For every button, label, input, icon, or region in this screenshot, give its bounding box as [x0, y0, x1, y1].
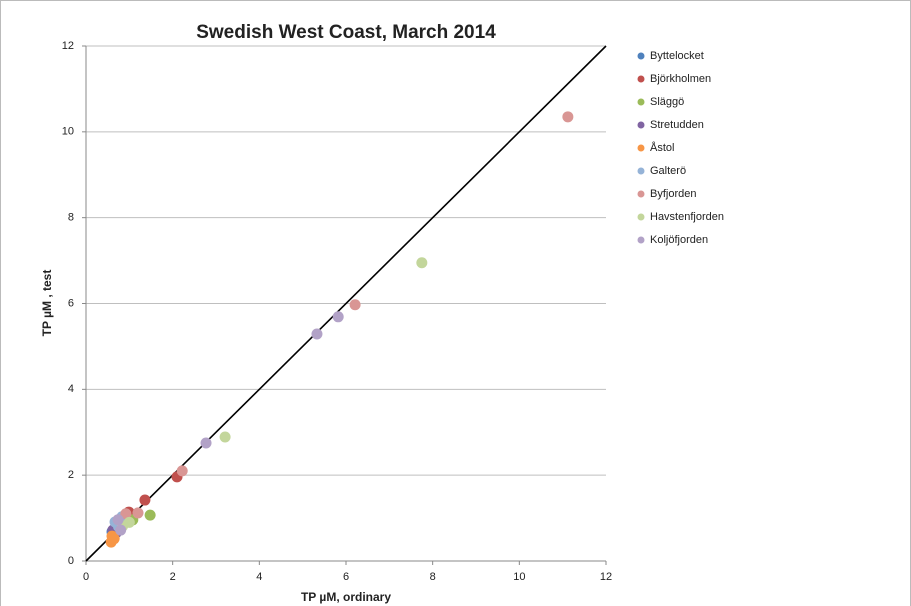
legend-label: Byttelocket	[650, 50, 704, 62]
legend-label: Släggö	[650, 96, 684, 108]
legend-marker	[637, 213, 645, 221]
y-tick-label: 10	[62, 126, 74, 138]
legend-label: Byfjorden	[650, 188, 696, 200]
y-tick-label: 8	[68, 212, 74, 224]
point	[200, 437, 212, 449]
legend-marker	[637, 236, 645, 244]
point	[332, 311, 344, 323]
x-tick-label: 0	[83, 571, 89, 583]
legend-label: Björkholmen	[650, 73, 711, 85]
legend-marker	[637, 167, 645, 175]
y-tick-label: 4	[68, 383, 74, 395]
legend-label: Åstol	[650, 141, 674, 154]
x-tick-label: 10	[513, 571, 525, 583]
point	[115, 524, 127, 536]
legend-marker	[637, 75, 645, 83]
point	[108, 533, 120, 545]
y-tick-label: 6	[68, 297, 74, 309]
point	[132, 507, 144, 519]
legend-marker	[637, 98, 645, 106]
y-tick-label: 2	[68, 469, 74, 481]
x-tick-label: 6	[343, 571, 349, 583]
y-tick-label: 0	[68, 555, 74, 567]
point	[120, 508, 132, 520]
point	[416, 257, 428, 269]
point	[139, 494, 151, 506]
legend-marker	[637, 52, 645, 60]
point	[349, 299, 361, 311]
legend-marker	[637, 121, 645, 129]
x-axis-label: TP µM, ordinary	[301, 590, 391, 604]
point	[176, 465, 188, 477]
point	[112, 514, 124, 526]
y-tick-label: 12	[62, 40, 74, 52]
legend-marker	[637, 190, 645, 198]
x-tick-label: 4	[256, 571, 262, 583]
point	[311, 328, 323, 340]
x-tick-label: 12	[600, 571, 612, 583]
legend-marker	[637, 144, 645, 152]
point	[144, 509, 156, 521]
y-axis-label: TP µM , test	[40, 270, 54, 337]
point	[562, 111, 574, 123]
point	[219, 431, 231, 443]
chart-title: Swedish West Coast, March 2014	[196, 22, 496, 43]
legend-label: Stretudden	[650, 119, 704, 131]
legend-label: Havstenfjorden	[650, 211, 724, 223]
x-tick-label: 8	[430, 571, 436, 583]
x-tick-label: 2	[170, 571, 176, 583]
legend-label: Galterö	[650, 165, 686, 177]
legend-label: Koljöfjorden	[650, 234, 708, 246]
